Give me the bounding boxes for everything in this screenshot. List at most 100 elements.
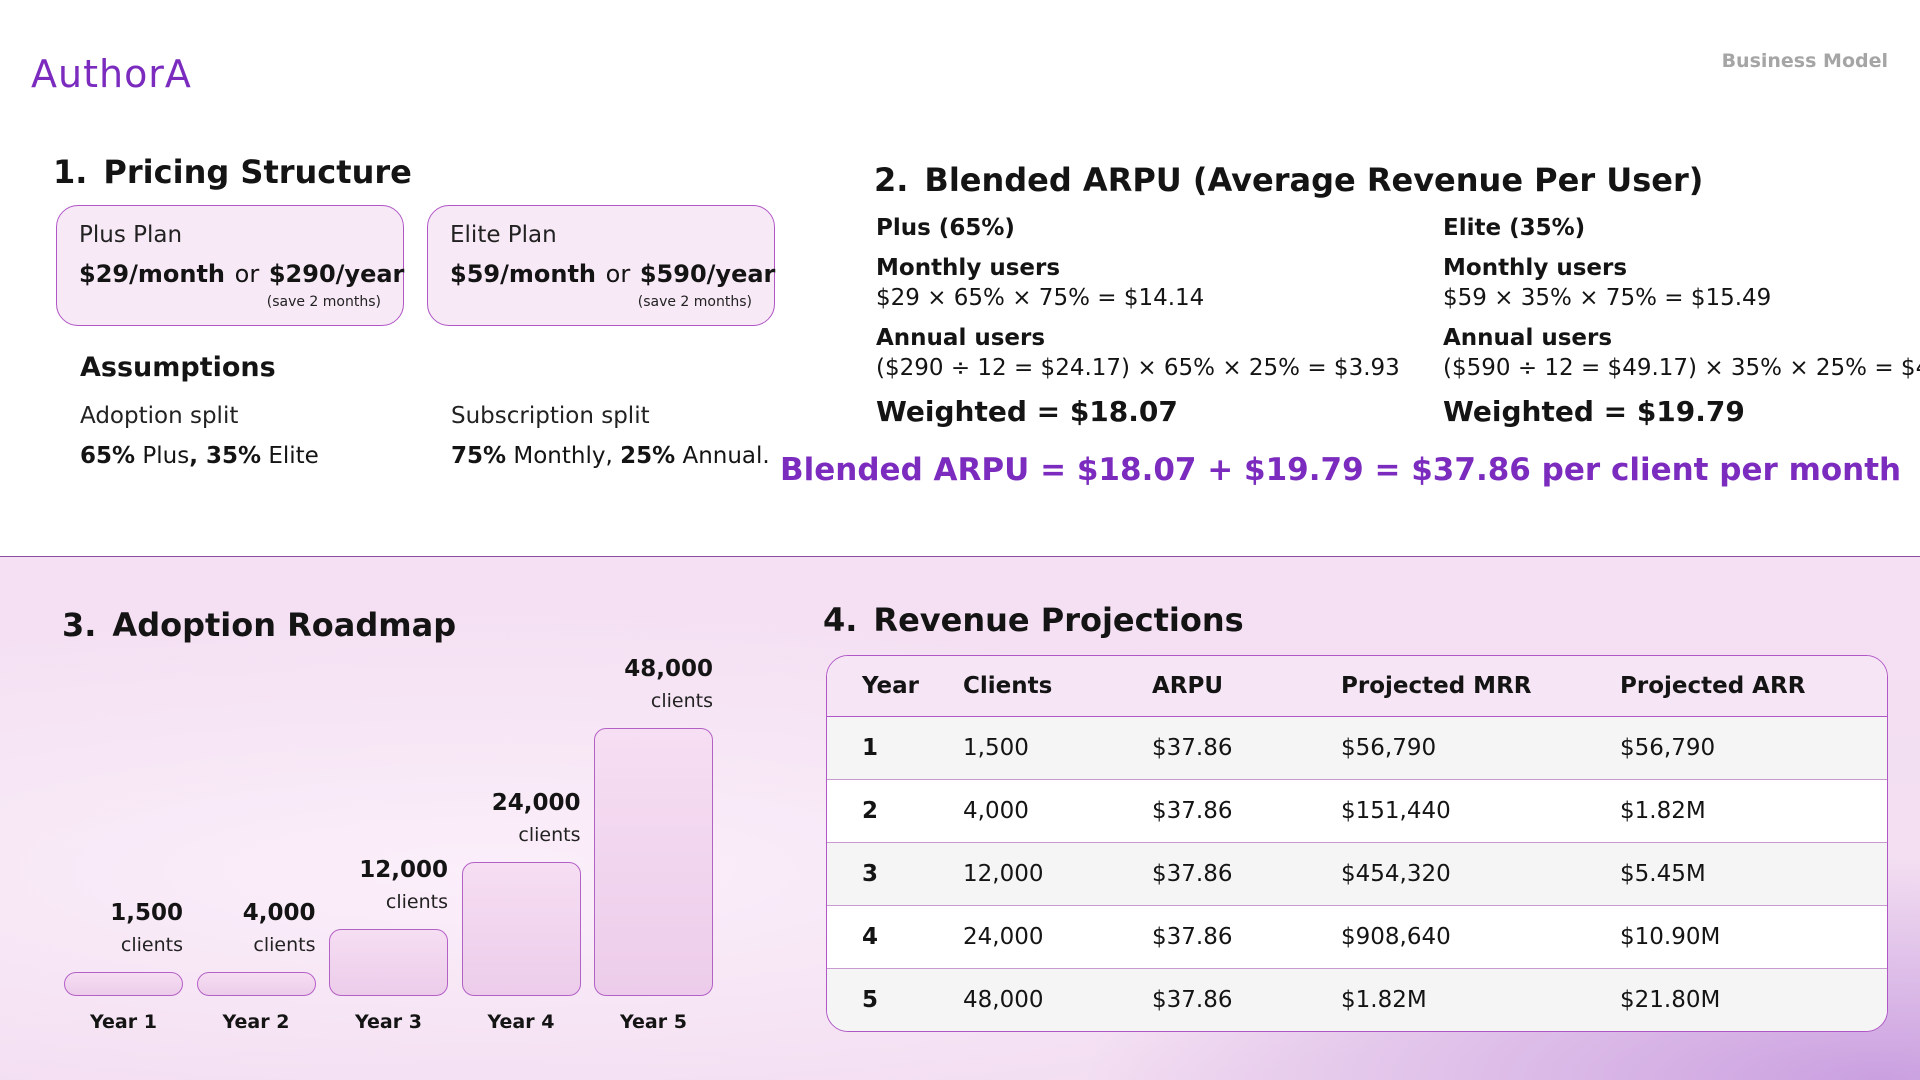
yearly-price: $590/year — [639, 260, 776, 288]
table-cell: 3 — [827, 841, 963, 905]
table-cell: 12,000 — [963, 841, 1152, 905]
table-cell: $56,790 — [1620, 716, 1887, 779]
bar-category-label: Year 1 — [90, 1011, 157, 1033]
monthly-text: Monthly — [506, 443, 606, 469]
bar-value-label: 48,000 — [624, 656, 713, 682]
table-cell: $21.80M — [1620, 967, 1887, 1031]
plus-arpu-column: Plus (65%) Monthly users $29 × 65% × 75%… — [876, 215, 1400, 428]
plan-name: Plus Plan — [79, 222, 183, 248]
elite-arpu-column: Elite (35%) Monthly users $59 × 35% × 75… — [1443, 215, 1920, 428]
bar-year-1 — [64, 972, 183, 996]
table-row: 5 48,000 $37.86 $1.82M $21.80M — [827, 967, 1887, 1031]
table-cell: 4 — [827, 904, 963, 968]
bar-year-3 — [329, 929, 448, 996]
separator: , — [605, 443, 621, 469]
table-row: 3 12,000 $37.86 $454,320 $5.45M — [827, 841, 1887, 905]
plus-weighted: Weighted = $18.07 — [876, 395, 1178, 428]
monthly-price: $29/month — [79, 260, 226, 288]
subscription-split-label: Subscription split — [451, 403, 650, 429]
table-header-row: Year Clients ARPU Projected MRR Projecte… — [827, 656, 1887, 717]
bar-year-5 — [594, 728, 713, 996]
section-number: 2. — [874, 161, 909, 199]
table-cell: 48,000 — [963, 967, 1152, 1031]
separator: , — [189, 443, 206, 469]
column-header: Clients — [963, 656, 1152, 717]
assumptions-title: Assumptions — [80, 352, 276, 383]
section-title: Blended ARPU (Average Revenue Per User) — [924, 161, 1704, 199]
pricing-heading: 1. Pricing Structure — [53, 153, 412, 191]
section-number: 4. — [823, 601, 858, 639]
bar-unit-label: clients — [253, 934, 316, 956]
annual-users-calc: ($590 ÷ 12 = $49.17) × 35% × 25% = $4.30 — [1443, 355, 1920, 381]
elite-plan-card: Elite Plan $59/month or $590/year (save … — [427, 205, 775, 326]
table-cell: $151,440 — [1341, 778, 1620, 842]
elite-share: 35% — [205, 443, 262, 469]
page-label: Business Model — [1721, 50, 1888, 72]
bar-value-label: 12,000 — [359, 857, 448, 883]
table-cell: 4,000 — [963, 778, 1152, 842]
price-or: or — [605, 260, 631, 288]
column-header: Projected ARR — [1620, 656, 1887, 717]
plan-name: Elite Plan — [450, 222, 557, 248]
adoption-split-label: Adoption split — [80, 403, 239, 429]
bar-category-label: Year 3 — [355, 1011, 422, 1033]
plus-heading: Plus (65%) — [876, 215, 1015, 241]
bar-category-label: Year 4 — [487, 1011, 555, 1033]
blended-arpu: Blended ARPU = $18.07 + $19.79 = $37.86 … — [780, 452, 1902, 488]
adoption-split-value: 65% Plus, 35% Elite — [80, 443, 319, 469]
bar-category-label: Year 5 — [620, 1011, 687, 1033]
revenue-heading: 4. Revenue Projections — [823, 601, 1244, 639]
author-logo: AuthorA — [31, 52, 192, 96]
plan-price: $59/month or $590/year — [450, 260, 775, 288]
price-or: or — [234, 260, 260, 288]
table-row: 2 4,000 $37.86 $151,440 $1.82M — [827, 778, 1887, 842]
column-header: Year — [827, 656, 963, 717]
annual-text: Annual. — [675, 443, 770, 469]
subscription-split-value: 75% Monthly, 25% Annual. — [451, 443, 770, 469]
annual-users-calc: ($290 ÷ 12 = $24.17) × 65% × 25% = $3.93 — [876, 355, 1400, 381]
table-cell: 1,500 — [963, 716, 1152, 779]
table-cell: 24,000 — [963, 904, 1152, 968]
section-number: 3. — [62, 606, 97, 644]
monthly-price: $59/month — [450, 260, 597, 288]
table-cell: $37.86 — [1152, 716, 1341, 779]
section-number: 1. — [53, 153, 88, 191]
bar-unit-label: clients — [518, 824, 581, 846]
table-cell: $37.86 — [1152, 841, 1341, 905]
plus-share: 65% — [80, 443, 136, 469]
table-cell: 1 — [827, 716, 963, 779]
table-cell: $37.86 — [1152, 778, 1341, 842]
bar-category-label: Year 2 — [222, 1011, 290, 1033]
annual-share: 25% — [620, 443, 676, 469]
revenue-table: Year Clients ARPU Projected MRR Projecte… — [826, 655, 1888, 1032]
table-cell: $37.86 — [1152, 904, 1341, 968]
table-cell: 2 — [827, 778, 963, 842]
plus-text: Plus — [135, 443, 190, 469]
bar-value-label: 24,000 — [491, 790, 581, 816]
plus-plan-card: Plus Plan $29/month or $290/year (save 2… — [56, 205, 404, 326]
elite-heading: Elite (35%) — [1443, 215, 1586, 241]
bar-unit-label: clients — [385, 891, 448, 913]
save-note: (save 2 months) — [266, 294, 381, 310]
bar-year-2 — [196, 972, 316, 996]
column-header: ARPU — [1152, 656, 1341, 717]
section-title: Pricing Structure — [103, 153, 412, 191]
table-cell: $1.82M — [1620, 778, 1887, 842]
section-title: Adoption Roadmap — [112, 606, 457, 644]
elite-weighted: Weighted = $19.79 — [1443, 395, 1745, 428]
monthly-users-calc: $29 × 65% × 75% = $14.14 — [876, 285, 1205, 311]
bar-unit-label: clients — [120, 934, 183, 956]
column-header: Projected MRR — [1341, 656, 1620, 717]
table-cell: $37.86 — [1152, 967, 1341, 1031]
save-note: (save 2 months) — [637, 294, 752, 310]
monthly-users-calc: $59 × 35% × 75% = $15.49 — [1443, 285, 1772, 311]
section-title: Revenue Projections — [873, 601, 1244, 639]
table-cell: 5 — [827, 967, 963, 1031]
table-cell: $5.45M — [1620, 841, 1887, 905]
bar-unit-label: clients — [650, 690, 713, 712]
elite-text: Elite — [261, 443, 319, 469]
annual-users-label: Annual users — [876, 325, 1046, 351]
table-cell: $454,320 — [1341, 841, 1620, 905]
table-cell: $908,640 — [1341, 904, 1620, 968]
annual-users-label: Annual users — [1443, 325, 1613, 351]
